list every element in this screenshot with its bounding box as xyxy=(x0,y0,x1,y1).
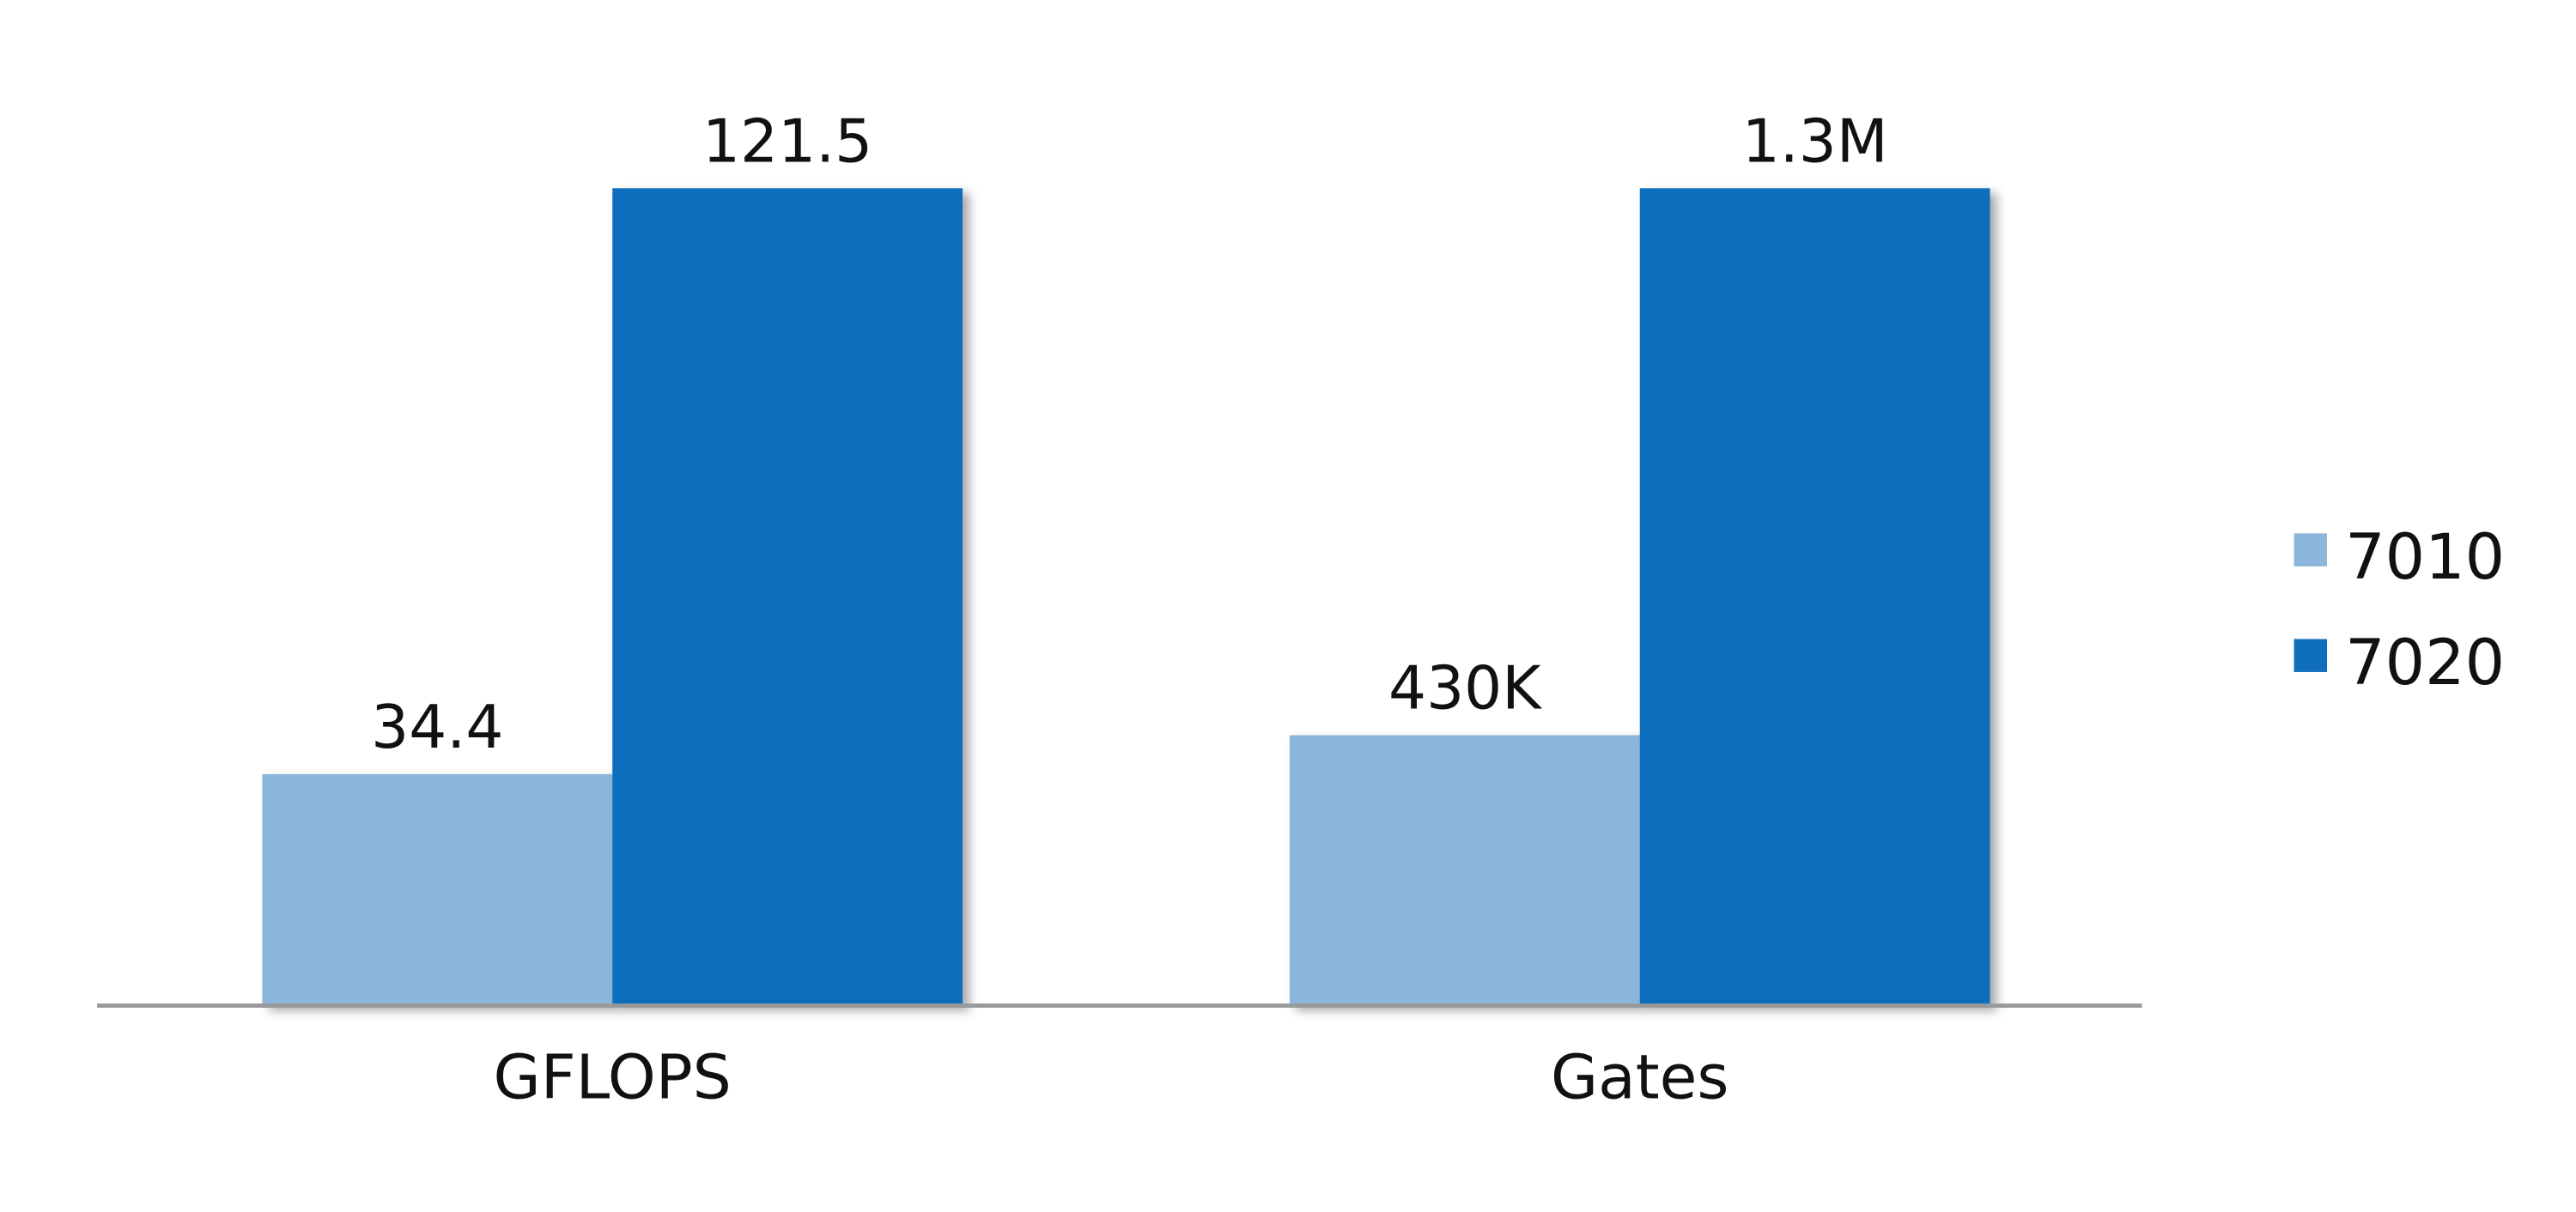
bar xyxy=(262,773,613,1006)
x-tick-label: GFLOPS xyxy=(494,1042,732,1113)
value-label: 121.5 xyxy=(702,107,872,176)
legend-label: 7020 xyxy=(2345,627,2505,700)
bar xyxy=(612,188,963,1006)
value-label: 430K xyxy=(1388,655,1542,724)
legend-swatch xyxy=(2293,533,2328,567)
x-tick-label: Gates xyxy=(1551,1042,1729,1113)
legend-label: 7010 xyxy=(2345,521,2505,594)
value-label: 1.3M xyxy=(1742,107,1888,176)
bar xyxy=(1639,188,1990,1006)
legend-swatch xyxy=(2293,639,2328,672)
value-label: 34.4 xyxy=(371,694,503,762)
bar xyxy=(1289,735,1640,1006)
